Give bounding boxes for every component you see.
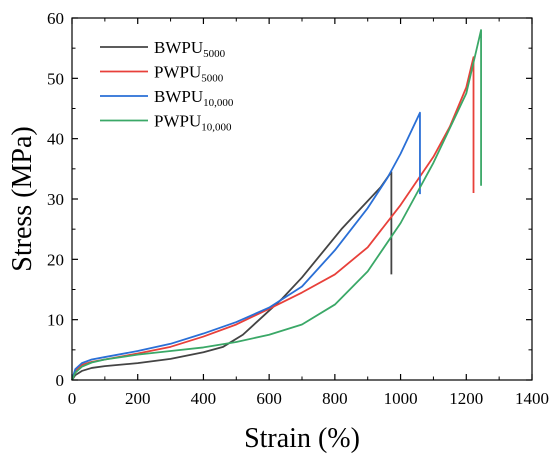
- x-tick-label: 800: [322, 389, 348, 408]
- x-tick-label: 400: [191, 389, 217, 408]
- series-line-pwpu-5000: [71, 56, 475, 381]
- x-tick-label: 600: [256, 389, 282, 408]
- y-tick-label: 20: [47, 250, 64, 269]
- x-tick-label: 0: [68, 389, 77, 408]
- series-line-bwpu-5000: [71, 170, 393, 381]
- legend-label: PWPU10,000: [154, 112, 232, 134]
- x-tick-label: 1400: [515, 389, 549, 408]
- y-tick-label: 30: [47, 190, 64, 209]
- x-tick-label: 1200: [449, 389, 483, 408]
- y-tick-label: 60: [47, 9, 64, 28]
- legend-label: BWPU5000: [154, 38, 226, 60]
- series-line-bwpu-10000: [71, 111, 421, 381]
- series-line-pwpu-10000: [71, 29, 482, 381]
- series-lines: [71, 29, 482, 381]
- legend-label: PWPU5000: [154, 63, 224, 85]
- x-tick-label: 200: [125, 389, 151, 408]
- x-axis-title: Strain (%): [244, 423, 360, 454]
- tick-labels: 0 200 400 600 800 1000 1200 1400 0 10 20 30 40 50 60: [47, 9, 549, 408]
- x-tick-label: 1000: [384, 389, 418, 408]
- y-tick-label: 10: [47, 311, 64, 330]
- y-tick-label: 50: [47, 69, 64, 88]
- y-tick-label: 40: [47, 130, 64, 149]
- legend-label: BWPU10,000: [154, 87, 234, 109]
- y-axis-title: Stress (MPa): [7, 126, 38, 271]
- y-tick-label: 0: [56, 371, 65, 390]
- plot-frame: [71, 17, 533, 381]
